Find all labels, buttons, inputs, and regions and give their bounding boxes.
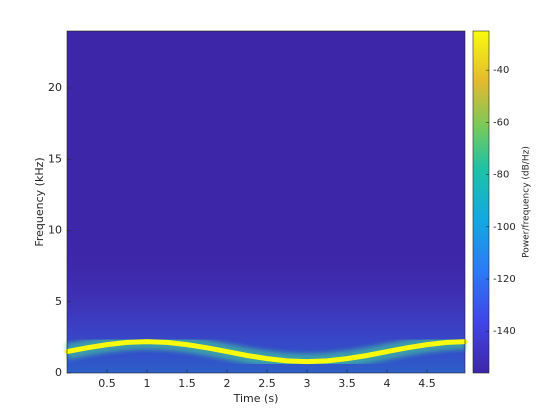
- x-tick-label: 1.5: [178, 377, 196, 390]
- colorbar-tick-label: -40: [493, 65, 509, 76]
- y-tick-label: 10: [48, 224, 62, 237]
- x-tick-label: 3: [304, 377, 311, 390]
- x-tick-label: 4: [384, 377, 391, 390]
- colorbar-label: Power/frequency (dB/Hz): [522, 146, 532, 258]
- colorbar-tick-label: -80: [493, 170, 509, 181]
- x-tick-label: 2.5: [258, 377, 276, 390]
- x-tick-label: 2: [224, 377, 231, 390]
- plot-frame: [66, 30, 466, 374]
- y-tick-label: 0: [55, 366, 62, 379]
- colorbar-tick-label: -100: [493, 222, 516, 233]
- colorbar-tick-label: -140: [493, 326, 516, 337]
- colorbar-tick-label: -120: [493, 274, 516, 285]
- colorbar-frame: [472, 30, 490, 374]
- y-label: Frequency (kHz): [33, 157, 46, 246]
- x-tick-label: 3.5: [338, 377, 356, 390]
- y-tick-label: 5: [55, 295, 62, 308]
- colorbar: [473, 31, 489, 373]
- y-tick-label: 15: [48, 152, 62, 165]
- ridge-line: [64, 339, 468, 365]
- colorbar-tick-label: -60: [493, 117, 509, 128]
- x-tick-label: 4.5: [418, 377, 436, 390]
- y-tick-label: 20: [48, 81, 62, 94]
- x-tick-label: 0.5: [98, 377, 116, 390]
- x-label: Time (s): [233, 392, 279, 405]
- x-tick-label: 1: [144, 377, 151, 390]
